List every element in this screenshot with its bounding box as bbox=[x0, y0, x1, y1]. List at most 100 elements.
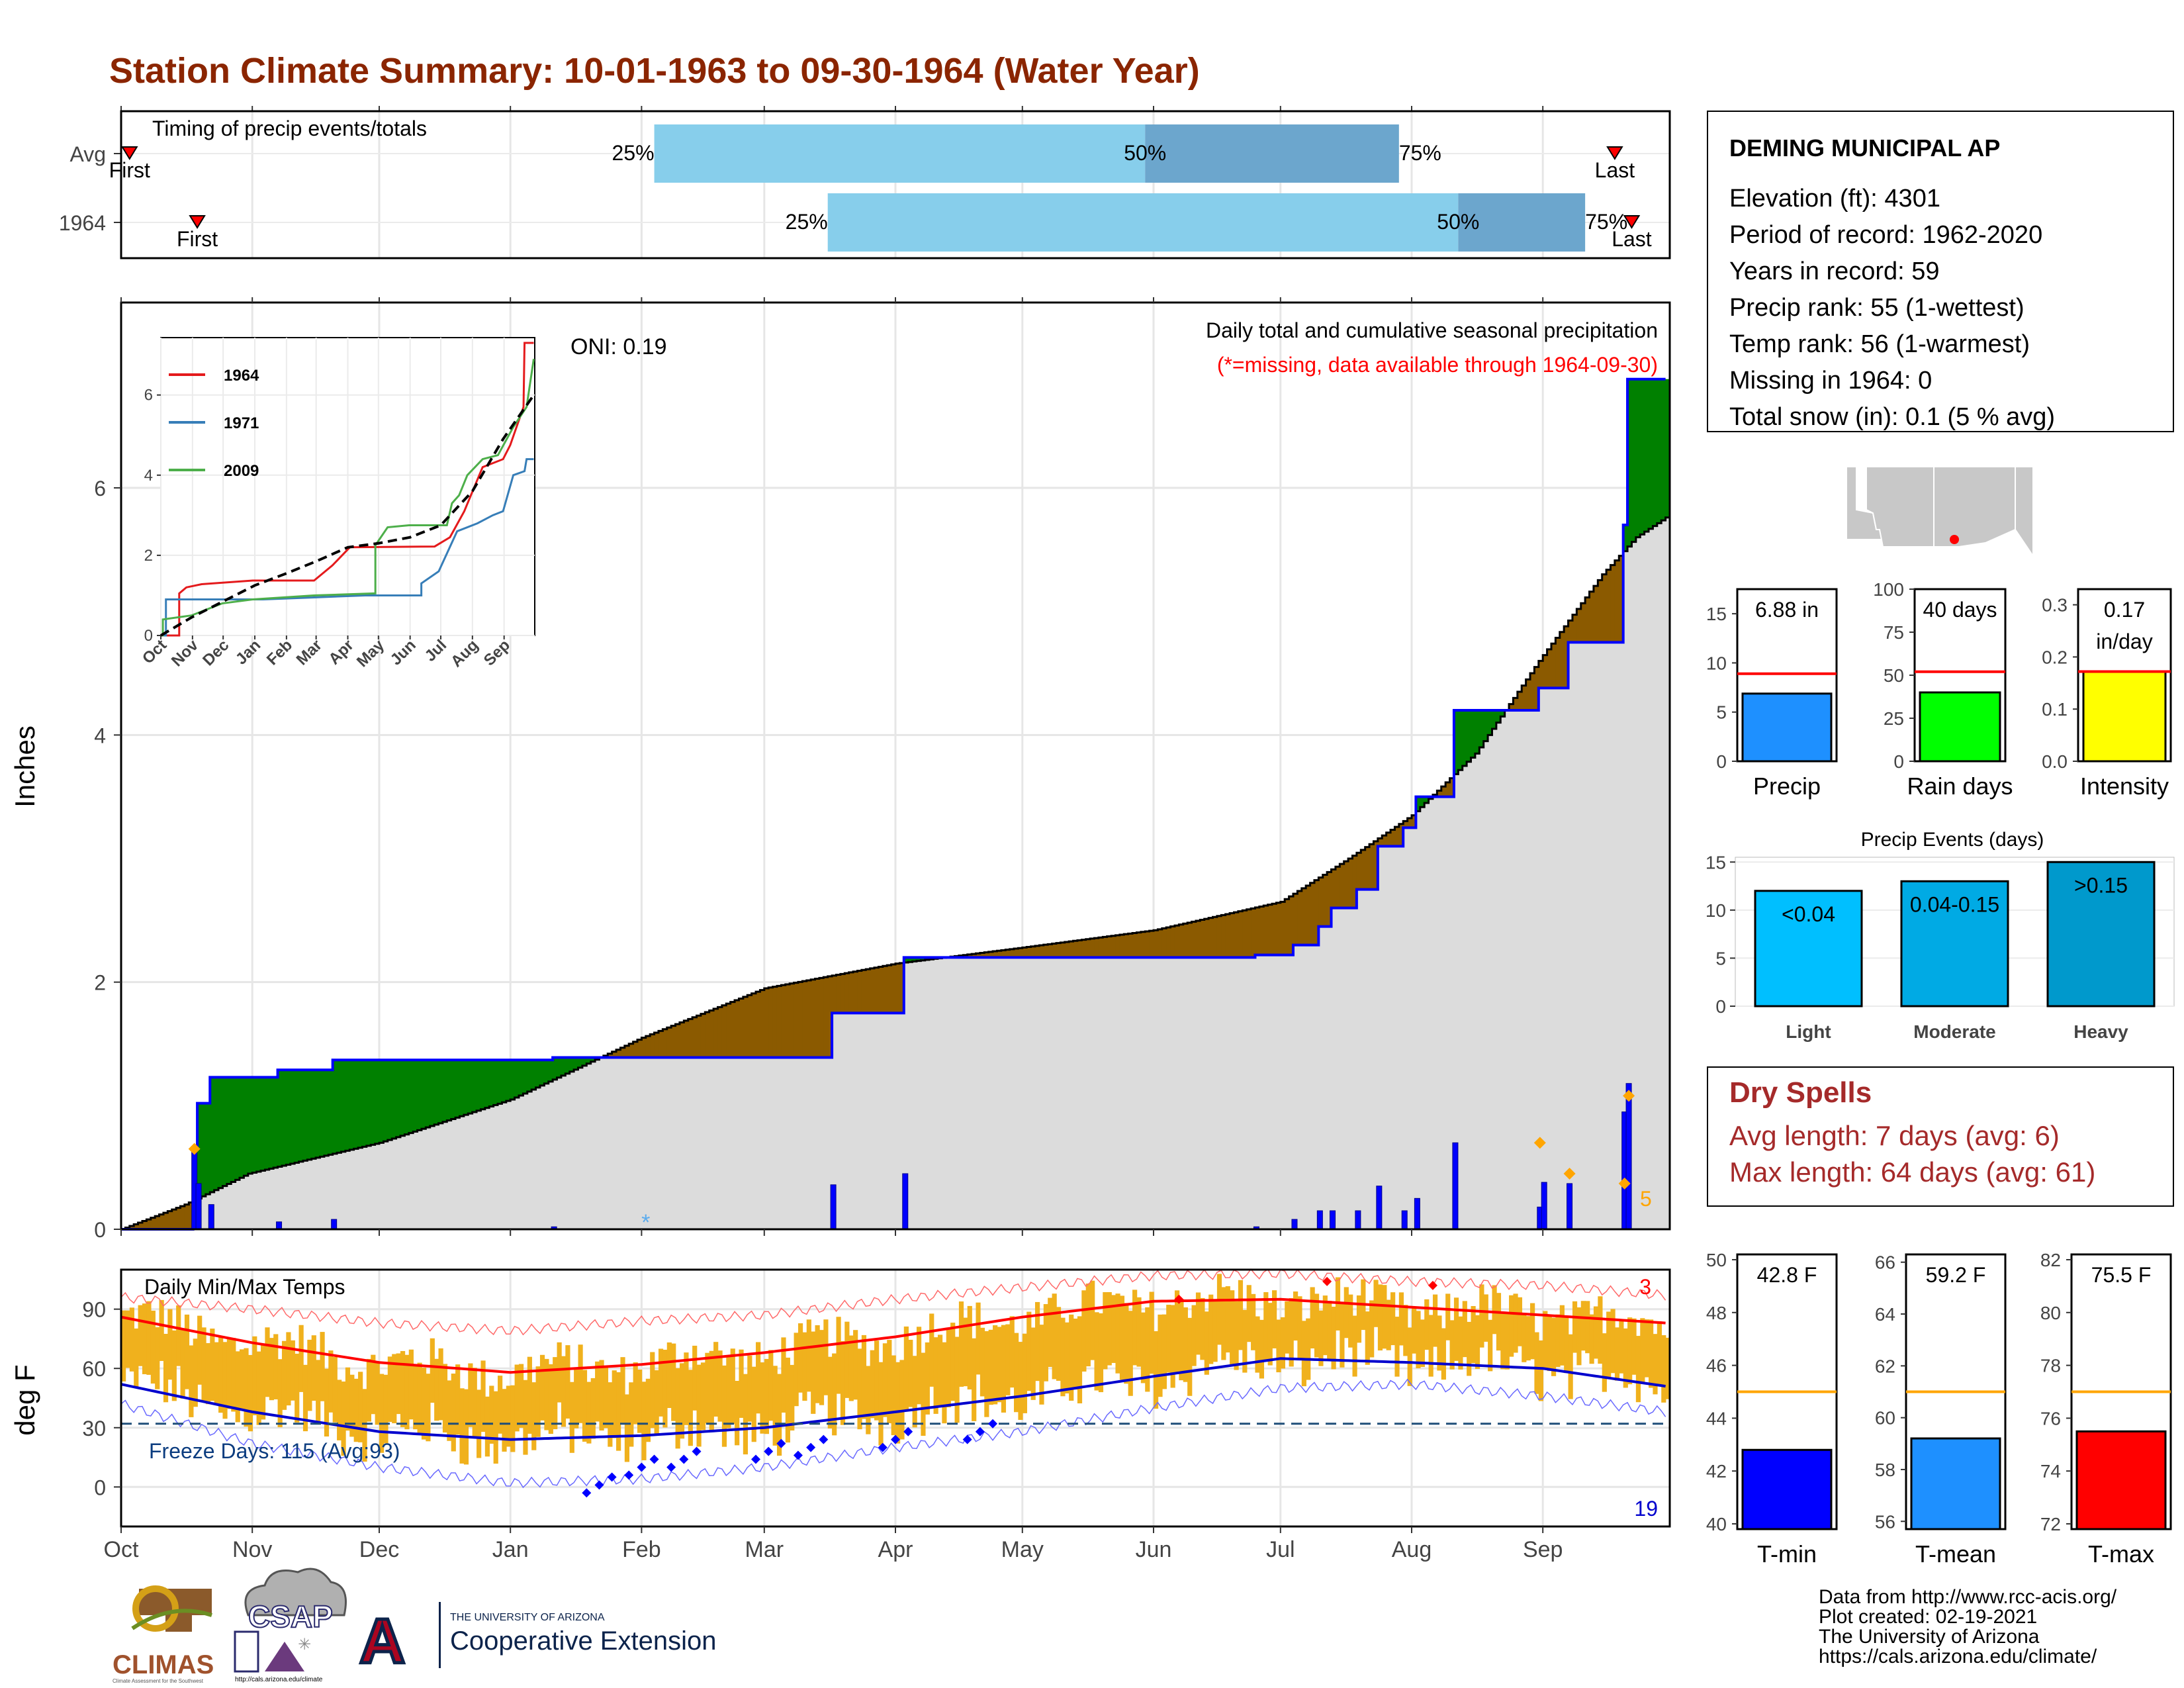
below-normal-area bbox=[887, 965, 892, 1013]
above-normal-area bbox=[387, 1060, 392, 1141]
below-normal-area bbox=[675, 1024, 680, 1058]
above-normal-area bbox=[903, 957, 909, 963]
above-normal-area bbox=[337, 1060, 342, 1153]
below-normal-area bbox=[811, 979, 816, 1058]
below-normal-area bbox=[785, 984, 790, 1058]
above-normal-area bbox=[252, 1077, 257, 1173]
above-normal-area bbox=[269, 1077, 274, 1169]
above-normal-area bbox=[506, 1060, 511, 1102]
precip-total-x-label: Precip bbox=[1753, 773, 1821, 800]
below-normal-area bbox=[1407, 818, 1412, 828]
daily-temp-bar bbox=[1559, 1305, 1565, 1366]
daily-temp-bar bbox=[1005, 1324, 1011, 1395]
intensity-bar bbox=[2082, 670, 2167, 763]
events-category-label: Heavy bbox=[2073, 1021, 2128, 1042]
above-normal-area bbox=[307, 1070, 312, 1160]
first-event-label: First bbox=[109, 158, 150, 182]
daily-temp-bar bbox=[167, 1309, 173, 1380]
above-normal-area bbox=[316, 1070, 321, 1158]
daily-temp-bar bbox=[311, 1335, 316, 1401]
daily-temp-bar bbox=[1373, 1280, 1379, 1327]
above-normal-area bbox=[451, 1060, 456, 1119]
daily-temp-bar bbox=[1204, 1311, 1209, 1375]
below-normal-area bbox=[776, 986, 782, 1058]
daily-temp-bar bbox=[1263, 1292, 1269, 1361]
daily-temp-bar bbox=[599, 1360, 604, 1431]
daily-temp-bar bbox=[993, 1325, 998, 1405]
daily-temp-bar bbox=[958, 1301, 964, 1387]
below-normal-area bbox=[641, 1037, 647, 1058]
rain-days-ytick-label: 50 bbox=[1884, 665, 1904, 686]
t-min: 40 42 44 46 48 50 42.8 F T-min bbox=[1706, 1250, 1838, 1568]
daily-precip-bar bbox=[1541, 1182, 1547, 1230]
daily-temp-bar bbox=[1445, 1293, 1451, 1340]
below-normal-area bbox=[1394, 827, 1400, 847]
above-normal-area bbox=[298, 1070, 304, 1162]
dry-spells-box: Dry Spells Avg length: 7 days (avg: 6) M… bbox=[1707, 1066, 2174, 1207]
timing-label-50: 50% bbox=[1437, 210, 1479, 234]
below-normal-area bbox=[806, 980, 811, 1058]
record-low-marker bbox=[819, 1434, 829, 1444]
events-ytick-label: 0 bbox=[1715, 996, 1726, 1017]
events-category-label: Light bbox=[1786, 1021, 1831, 1042]
above-normal-area bbox=[256, 1077, 261, 1172]
daily-temp-bar bbox=[205, 1342, 211, 1405]
station-years: Years in record: 59 bbox=[1729, 258, 1940, 285]
daily-temp-bar bbox=[1195, 1292, 1201, 1355]
above-normal-area bbox=[544, 1060, 549, 1084]
daily-temp-bar bbox=[586, 1382, 592, 1444]
above-normal-area bbox=[1640, 379, 1645, 535]
below-normal-area bbox=[1115, 935, 1120, 958]
svg-text:Cooperative Extension: Cooperative Extension bbox=[450, 1626, 716, 1656]
daily-temp-bar bbox=[463, 1389, 469, 1465]
daily-temp-bar bbox=[1154, 1331, 1159, 1409]
daily-temp-bar bbox=[866, 1366, 871, 1434]
daily-temp-bar bbox=[531, 1382, 537, 1450]
daily-temp-bar bbox=[1356, 1295, 1362, 1343]
above-normal-area bbox=[205, 1103, 210, 1195]
above-normal-area bbox=[214, 1077, 219, 1190]
below-normal-area bbox=[1606, 569, 1612, 643]
month-label: Jun bbox=[1136, 1537, 1172, 1562]
below-normal-area bbox=[1022, 947, 1027, 958]
daily-precip-bar bbox=[1316, 1210, 1323, 1230]
below-normal-area bbox=[1361, 849, 1366, 890]
above-normal-area bbox=[210, 1077, 215, 1192]
daily-temp-bar bbox=[362, 1389, 367, 1462]
below-normal-area bbox=[1018, 948, 1023, 958]
daily-temp-bar bbox=[421, 1368, 427, 1440]
above-normal-area bbox=[396, 1060, 401, 1137]
daily-temp-bar bbox=[260, 1344, 266, 1420]
daily-temp-bar bbox=[756, 1342, 761, 1414]
record-low-marker bbox=[607, 1472, 617, 1482]
below-normal-area bbox=[1039, 945, 1044, 958]
station-snow: Total snow (in): 0.1 (5 % avg) bbox=[1729, 403, 2055, 431]
daily-temp-bar bbox=[1225, 1286, 1230, 1353]
t-min-bar bbox=[1741, 1448, 1833, 1530]
precip-total-bar bbox=[1741, 692, 1833, 763]
daily-temp-bar bbox=[1242, 1309, 1248, 1373]
above-normal-area bbox=[447, 1060, 452, 1121]
below-normal-area bbox=[645, 1036, 651, 1058]
below-normal-area bbox=[967, 954, 972, 958]
below-normal-area bbox=[1598, 580, 1603, 643]
freeze-days-label: Freeze Days: 115 (Avg:93) bbox=[149, 1439, 400, 1463]
daily-temp-bar bbox=[1327, 1301, 1332, 1361]
daily-temp-bar bbox=[366, 1358, 372, 1422]
above-normal-area bbox=[366, 1060, 371, 1146]
below-normal-area bbox=[705, 1012, 710, 1058]
below-normal-area bbox=[1259, 906, 1264, 955]
daily-temp-bar bbox=[265, 1327, 270, 1397]
below-normal-area bbox=[1373, 841, 1379, 890]
events-ytick-label: 10 bbox=[1706, 900, 1726, 921]
daily-temp-bar bbox=[1039, 1325, 1044, 1405]
below-normal-area bbox=[1085, 939, 1091, 958]
daily-temp-bar bbox=[417, 1362, 422, 1434]
temp-chart-title: Daily Min/Max Temps bbox=[144, 1275, 345, 1299]
t-mean-ytick-label: 56 bbox=[1875, 1511, 1895, 1532]
daily-precip-bar bbox=[1355, 1210, 1361, 1230]
daily-temp-bar bbox=[396, 1353, 401, 1415]
below-normal-area bbox=[1348, 859, 1353, 908]
daily-temp-bar bbox=[518, 1364, 524, 1428]
